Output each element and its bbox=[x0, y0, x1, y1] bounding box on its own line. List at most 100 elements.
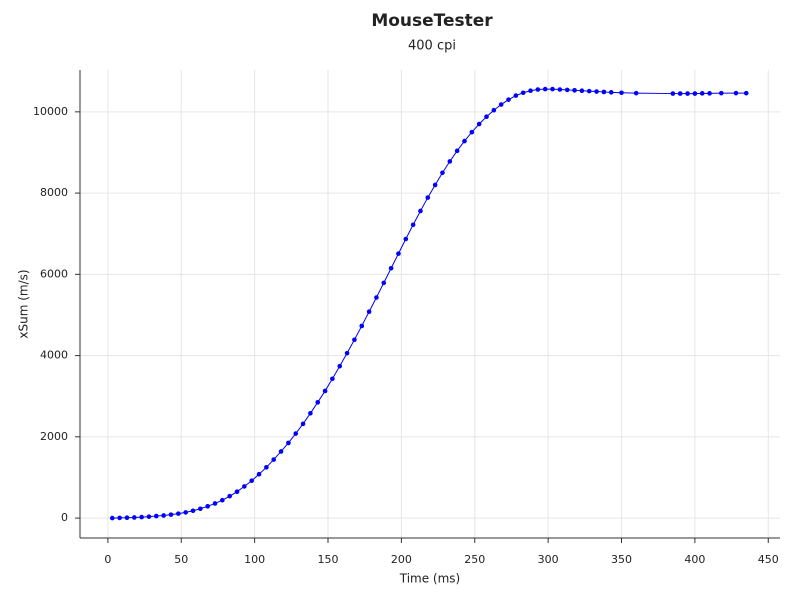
data-point bbox=[491, 107, 497, 113]
data-point bbox=[366, 309, 372, 315]
y-tick-label: 0 bbox=[61, 511, 68, 524]
y-tick-label: 6000 bbox=[40, 267, 68, 280]
data-point bbox=[670, 91, 676, 96]
x-tick-label: 150 bbox=[318, 553, 339, 566]
data-point bbox=[131, 515, 137, 520]
data-point bbox=[425, 195, 431, 200]
y-tick-label: 10000 bbox=[33, 105, 68, 118]
data-point bbox=[139, 514, 144, 520]
data-point bbox=[322, 388, 328, 394]
y-tick-label: 4000 bbox=[40, 349, 68, 362]
data-point bbox=[220, 497, 225, 503]
data-point bbox=[315, 400, 321, 405]
x-tick-label: 100 bbox=[244, 553, 265, 566]
data-point bbox=[388, 265, 394, 271]
data-point bbox=[440, 170, 445, 176]
data-point bbox=[707, 91, 712, 96]
data-point bbox=[381, 280, 387, 286]
data-point bbox=[146, 514, 152, 519]
data-point bbox=[410, 222, 416, 228]
y-tick-label: 2000 bbox=[40, 430, 68, 443]
data-point bbox=[498, 102, 504, 107]
data-point bbox=[154, 513, 159, 519]
data-point bbox=[352, 337, 357, 343]
data-point bbox=[300, 421, 306, 427]
data-point bbox=[359, 323, 365, 329]
data-point bbox=[256, 471, 262, 477]
data-point bbox=[271, 457, 277, 462]
x-tick-label: 0 bbox=[104, 553, 111, 566]
data-point bbox=[513, 93, 519, 98]
y-tick-label: 8000 bbox=[40, 186, 68, 199]
x-tick-label: 450 bbox=[758, 553, 779, 566]
x-tick-label: 200 bbox=[391, 553, 412, 566]
data-point bbox=[447, 159, 453, 164]
data-point bbox=[308, 410, 313, 416]
data-point bbox=[176, 511, 181, 516]
data-point bbox=[692, 91, 698, 96]
data-point bbox=[205, 504, 210, 509]
x-tick-label: 250 bbox=[464, 553, 485, 566]
y-axis-label: xSum (m/s) bbox=[17, 269, 31, 338]
data-point bbox=[403, 236, 409, 242]
data-point bbox=[633, 90, 639, 96]
data-point bbox=[286, 440, 291, 446]
data-point bbox=[117, 515, 122, 521]
data-point bbox=[550, 86, 555, 92]
data-point bbox=[520, 90, 526, 96]
data-point bbox=[234, 489, 240, 494]
data-point bbox=[374, 295, 379, 300]
data-point bbox=[484, 114, 489, 120]
data-point bbox=[743, 90, 749, 96]
data-point bbox=[506, 97, 511, 102]
plot-area bbox=[80, 70, 780, 538]
data-point bbox=[396, 251, 401, 256]
data-point bbox=[109, 515, 115, 521]
data-point bbox=[168, 512, 174, 517]
data-point bbox=[432, 182, 438, 188]
data-point bbox=[677, 91, 683, 96]
data-point bbox=[608, 90, 614, 95]
data-line bbox=[112, 88, 747, 519]
data-point bbox=[586, 88, 592, 94]
data-point bbox=[619, 90, 624, 96]
data-point bbox=[469, 129, 475, 135]
x-tick-label: 50 bbox=[174, 553, 188, 566]
data-point bbox=[535, 87, 541, 92]
data-point bbox=[454, 148, 460, 154]
data-point bbox=[183, 510, 188, 515]
data-point bbox=[190, 508, 196, 514]
data-point bbox=[579, 88, 585, 94]
data-point bbox=[278, 449, 284, 454]
x-axis-label: Time (ms) bbox=[399, 572, 461, 586]
data-point bbox=[572, 88, 577, 93]
data-point bbox=[685, 91, 690, 96]
chart-title: MouseTester bbox=[371, 11, 493, 31]
data-point bbox=[528, 88, 533, 94]
data-point bbox=[462, 138, 467, 144]
data-point bbox=[242, 484, 247, 489]
data-point bbox=[330, 376, 335, 382]
data-point bbox=[594, 89, 599, 94]
data-point bbox=[718, 90, 724, 96]
data-point bbox=[542, 86, 548, 92]
data-point bbox=[161, 513, 166, 518]
data-point bbox=[476, 121, 482, 127]
data-point bbox=[733, 90, 739, 96]
data-point bbox=[124, 515, 130, 520]
data-point bbox=[293, 431, 299, 436]
data-point bbox=[212, 501, 218, 506]
data-point bbox=[564, 87, 570, 93]
data-point bbox=[601, 89, 607, 95]
data-point bbox=[249, 478, 254, 484]
data-point bbox=[344, 350, 350, 356]
data-point bbox=[227, 493, 232, 499]
data-point bbox=[337, 363, 343, 369]
chart-subtitle: 400 cpi bbox=[408, 39, 456, 54]
x-tick-label: 300 bbox=[538, 553, 559, 566]
data-point bbox=[264, 465, 269, 470]
x-tick-label: 400 bbox=[684, 553, 705, 566]
data-point bbox=[418, 208, 423, 214]
